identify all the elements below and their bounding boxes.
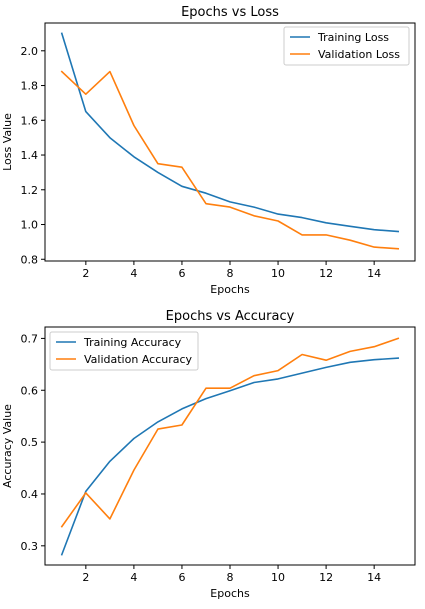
legend-label-validation-accuracy: Validation Accuracy xyxy=(84,353,193,366)
series-layer xyxy=(60,32,400,250)
legend-label-training-accuracy: Training Accuracy xyxy=(83,336,182,349)
accuracy-chart: Epochs vs Accuracy 2 4 6 8 10 12 14 0.3 0.4 0.5 0.… xyxy=(1,309,416,600)
series-layer xyxy=(60,337,400,556)
x-tick-label: 2 xyxy=(82,571,89,584)
x-tick-label: 6 xyxy=(178,571,185,584)
y-axis-label: Loss Value xyxy=(1,113,14,171)
x-tick-label: 10 xyxy=(271,571,285,584)
x-tick-label: 14 xyxy=(367,267,381,280)
x-tick-label: 12 xyxy=(319,267,333,280)
y-tick-label: 1.8 xyxy=(21,80,39,93)
legend-label-training-loss: Training Loss xyxy=(317,31,389,44)
y-tick-label: 0.5 xyxy=(21,436,39,449)
x-axis-label: Epochs xyxy=(210,587,250,600)
legend-label-validation-loss: Validation Loss xyxy=(318,48,400,61)
chart-title: Epochs vs Loss xyxy=(181,5,279,20)
x-tick-label: 4 xyxy=(130,267,137,280)
legend-box xyxy=(49,331,199,371)
y-tick-label: 1.6 xyxy=(21,114,39,127)
legend-box xyxy=(283,26,410,66)
y-tick-label: 0.6 xyxy=(21,384,39,397)
series-line-validation-accuracy xyxy=(60,337,400,528)
x-tick-label: 4 xyxy=(130,571,137,584)
ticks-layer: 2 4 6 8 10 12 14 0.3 0.4 0.5 0.6 0.7 xyxy=(21,332,382,584)
loss-chart: Epochs vs Loss 2 4 6 8 10 12 14 0.8 1.0 1.2 1.4 1.6… xyxy=(1,5,416,296)
x-tick-label: 6 xyxy=(178,267,185,280)
y-tick-label: 2.0 xyxy=(21,45,39,58)
y-tick-label: 0.3 xyxy=(21,540,39,553)
legend: Training Accuracy Validation Accuracy xyxy=(49,331,199,371)
series-line-training-loss xyxy=(60,32,400,233)
series-line-validation-loss xyxy=(60,70,400,250)
chart-title: Epochs vs Accuracy xyxy=(166,309,295,324)
x-tick-label: 10 xyxy=(271,267,285,280)
legend: Training Loss Validation Loss xyxy=(283,26,410,66)
y-axis-label: Accuracy Value xyxy=(1,404,14,488)
x-tick-label: 14 xyxy=(367,571,381,584)
y-tick-label: 0.8 xyxy=(21,253,39,266)
x-tick-label: 8 xyxy=(227,267,234,280)
y-tick-label: 1.2 xyxy=(21,184,39,197)
y-tick-label: 0.7 xyxy=(21,332,39,345)
x-tick-label: 8 xyxy=(227,571,234,584)
y-tick-label: 0.4 xyxy=(21,488,39,501)
y-tick-label: 1.0 xyxy=(21,219,39,232)
x-tick-label: 2 xyxy=(82,267,89,280)
series-line-training-accuracy xyxy=(60,357,400,556)
x-tick-label: 12 xyxy=(319,571,333,584)
x-axis-label: Epochs xyxy=(210,283,250,296)
ticks-layer: 2 4 6 8 10 12 14 0.8 1.0 1.2 1.4 1.6 1.8 2.0 xyxy=(21,45,382,280)
y-tick-label: 1.4 xyxy=(21,149,39,162)
